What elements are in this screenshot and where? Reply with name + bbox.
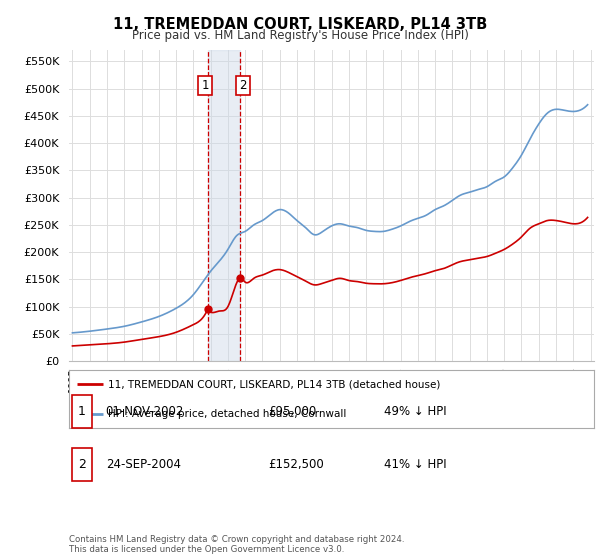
Text: 1: 1	[202, 80, 209, 92]
Text: 41% ↓ HPI: 41% ↓ HPI	[384, 458, 446, 472]
Text: 01-NOV-2002: 01-NOV-2002	[106, 405, 184, 418]
Text: 11, TREMEDDAN COURT, LISKEARD, PL14 3TB (detached house): 11, TREMEDDAN COURT, LISKEARD, PL14 3TB …	[109, 379, 441, 389]
Text: Price paid vs. HM Land Registry's House Price Index (HPI): Price paid vs. HM Land Registry's House …	[131, 29, 469, 42]
Text: £152,500: £152,500	[269, 458, 324, 472]
Text: 11, TREMEDDAN COURT, LISKEARD, PL14 3TB: 11, TREMEDDAN COURT, LISKEARD, PL14 3TB	[113, 17, 487, 32]
Text: 1: 1	[77, 405, 86, 418]
Bar	[208, 50, 241, 361]
FancyBboxPatch shape	[71, 449, 92, 481]
Text: 24-SEP-2004: 24-SEP-2004	[106, 458, 181, 472]
Text: 2: 2	[77, 458, 86, 472]
Text: Contains HM Land Registry data © Crown copyright and database right 2024.
This d: Contains HM Land Registry data © Crown c…	[69, 535, 404, 554]
Text: HPI: Average price, detached house, Cornwall: HPI: Average price, detached house, Corn…	[109, 409, 347, 419]
Text: £95,000: £95,000	[269, 405, 317, 418]
Text: 49% ↓ HPI: 49% ↓ HPI	[384, 405, 446, 418]
Text: 2: 2	[239, 80, 247, 92]
FancyBboxPatch shape	[71, 395, 92, 428]
